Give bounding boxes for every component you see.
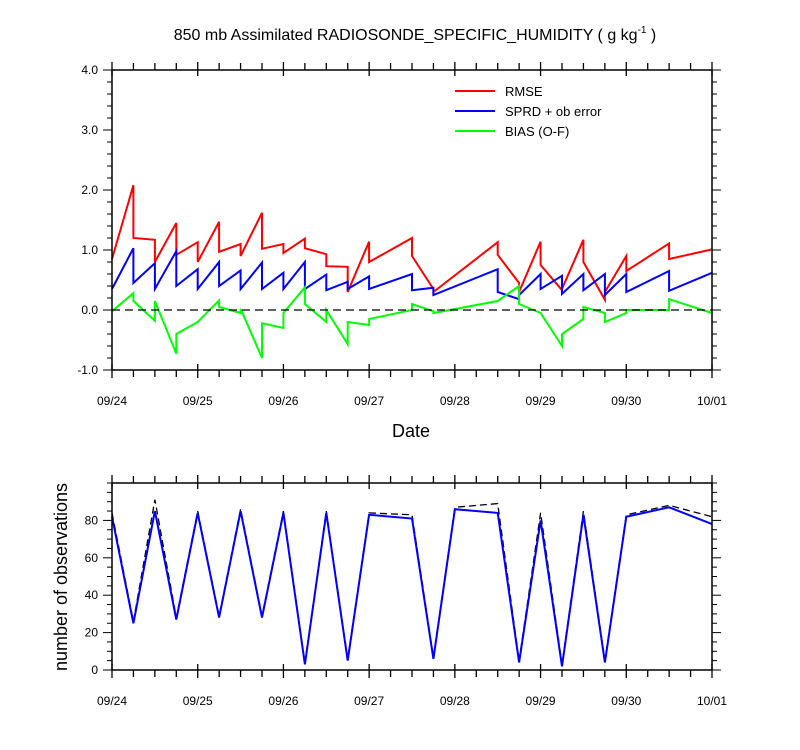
x-tick-label: 09/24	[97, 694, 127, 708]
bottom-series	[111, 499, 713, 667]
x-tick-label: 09/25	[183, 694, 213, 708]
series-line-bias-o-f	[111, 284, 713, 359]
y-axis-title-observations: number of observations	[51, 483, 71, 671]
y-tick-label: 1.0	[81, 243, 98, 257]
top-plot-frame	[111, 69, 713, 371]
series-line-assimilated	[111, 506, 713, 667]
x-tick-label: 09/29	[526, 394, 556, 408]
x-tick-label: 09/30	[611, 394, 641, 408]
x-tick-label: 09/28	[440, 694, 470, 708]
x-tick-label: 09/27	[354, 394, 384, 408]
y-tick-label: 3.0	[81, 123, 98, 137]
y-tick-label: 80	[85, 513, 99, 527]
top-x-tick-labels: 09/24 09/25 09/26 09/27 09/28 09/29 09/30 10/01	[97, 394, 727, 408]
x-tick-label: 09/27	[354, 694, 384, 708]
legend-label-rmse: RMSE	[505, 84, 543, 99]
x-tick-label: 09/25	[183, 394, 213, 408]
legend: RMSE SPRD + ob error BIAS (O-F)	[455, 84, 602, 139]
y-tick-label: -1.0	[77, 363, 98, 377]
y-tick-label: 2.0	[81, 183, 98, 197]
top-panel: -1.0 0.0 1.0 2.0 3.0 4.0 09/24 09/25 09/26 09/27…	[77, 62, 727, 441]
x-tick-label: 10/01	[697, 394, 727, 408]
x-tick-label: 09/30	[611, 694, 641, 708]
top-y-tick-labels: -1.0 0.0 1.0 2.0 3.0 4.0	[77, 63, 98, 377]
y-tick-label: 4.0	[81, 63, 98, 77]
series-line-possible	[111, 499, 713, 665]
y-tick-label: 60	[85, 551, 99, 565]
bottom-major-ticks	[103, 475, 721, 678]
x-tick-label: 09/26	[268, 394, 298, 408]
series-line-sprd-ob-error	[111, 247, 713, 301]
top-series	[111, 184, 713, 359]
bottom-x-tick-labels: 09/24 09/25 09/26 09/27 09/28 09/29 09/30 10/01	[97, 694, 727, 708]
bottom-minor-ticks	[107, 476, 717, 677]
x-tick-label: 09/28	[440, 394, 470, 408]
y-tick-label: 40	[85, 588, 99, 602]
legend-label-bias: BIAS (O-F)	[505, 124, 569, 139]
bottom-plot-frame	[111, 482, 713, 671]
top-minor-ticks	[107, 63, 717, 377]
chart-title: 850 mb Assimilated RADIOSONDE_SPECIFIC_H…	[174, 25, 657, 44]
x-tick-label: 09/29	[526, 694, 556, 708]
x-axis-title: Date	[392, 421, 430, 441]
x-tick-label: 09/24	[97, 394, 127, 408]
top-major-ticks	[103, 62, 721, 378]
bottom-y-tick-labels: 0 20 40 60 80	[85, 513, 99, 677]
legend-label-sprd: SPRD + ob error	[505, 104, 602, 119]
x-tick-label: 09/26	[268, 694, 298, 708]
y-tick-label: 20	[85, 626, 99, 640]
y-tick-label: 0	[91, 663, 98, 677]
series-line-rmse	[111, 184, 713, 304]
x-tick-label: 10/01	[697, 694, 727, 708]
bottom-panel: 0 20 40 60 80 09/24 09/25 09/26 09/27 09/28 09/29…	[51, 475, 727, 708]
y-tick-label: 0.0	[81, 303, 98, 317]
